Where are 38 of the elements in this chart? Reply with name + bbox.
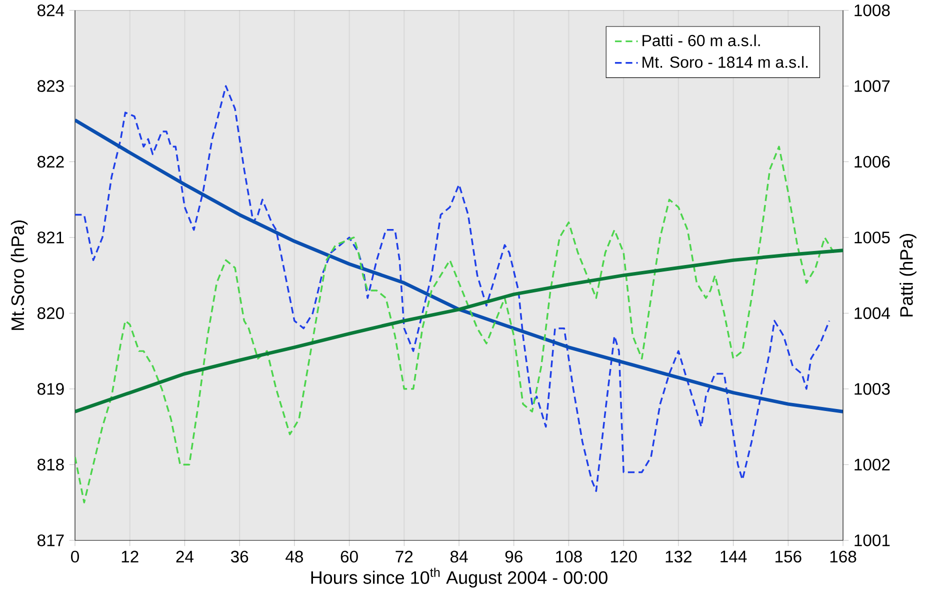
y2-tick-label: 1007 — [854, 80, 890, 92]
y2-tick-label: 1006 — [854, 156, 890, 168]
x-tick-label: 0 — [71, 550, 79, 562]
y-axis-title: Mt.Soro (hPa) — [10, 220, 28, 330]
legend-label: Mt. Soro - 1814 m a.s.l. — [642, 56, 808, 68]
y2-tick-label: 1004 — [854, 307, 890, 319]
x-tick-label: 60 — [340, 550, 358, 562]
y-tick-label: 819 — [38, 382, 64, 395]
y-tick-label: 818 — [38, 458, 64, 470]
legend-label: Patti - 60 m a.s.l. — [642, 34, 760, 46]
y-tick-label: 821 — [38, 231, 64, 244]
x-tick-label: 156 — [776, 550, 802, 562]
x-tick-label: 96 — [505, 550, 522, 562]
y2-tick-label: 1008 — [854, 4, 890, 16]
x-tick-label: 132 — [666, 550, 692, 562]
x-tick-label: 48 — [286, 550, 303, 562]
y-tick-label: 823 — [38, 80, 64, 92]
x-tick-label: 144 — [720, 550, 747, 562]
y-tick-label: 817 — [38, 534, 64, 546]
x-tick-label: 168 — [830, 550, 856, 562]
x-tick-label: 12 — [122, 550, 138, 562]
x-axis-title: Hours since 10$^{th}$ August 2004 - 00:00 — [311, 568, 608, 588]
x-tick-label: 36 — [230, 550, 248, 562]
y2-tick-label: 1003 — [854, 382, 890, 395]
x-tick-label: 84 — [450, 550, 468, 562]
y2-tick-label: 1005 — [854, 231, 890, 244]
line-series — [75, 248, 844, 414]
x-tick-label: 72 — [396, 550, 413, 562]
x-tick-label: 120 — [610, 550, 637, 562]
x-tick-label: 108 — [556, 550, 582, 562]
x-tick-label: 24 — [176, 550, 194, 562]
y-tick-label: 820 — [38, 307, 64, 319]
y2-tick-label: 1001 — [854, 534, 890, 546]
y2-tick-label: 1002 — [854, 458, 890, 470]
y2-axis-title: Patti (hPa) — [900, 234, 916, 316]
y-tick-label: 822 — [38, 156, 64, 168]
y-tick-label: 824 — [38, 4, 64, 16]
line-series — [75, 118, 844, 414]
